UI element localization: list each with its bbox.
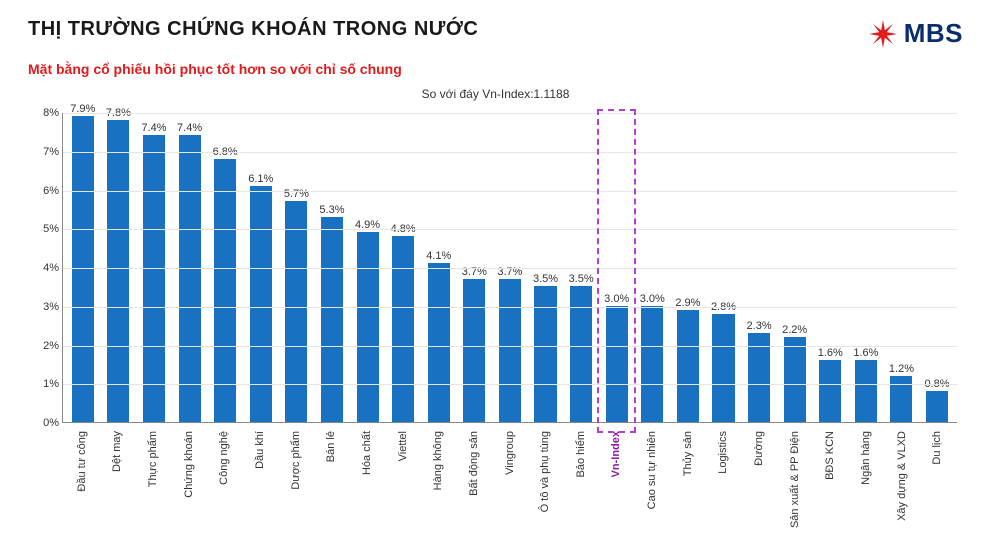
gridline: [63, 191, 957, 192]
category-label: Hàng không: [432, 431, 444, 490]
bar: [357, 232, 379, 422]
y-tick: 7%: [29, 146, 59, 158]
category-label: Xây dựng & VLXD: [896, 431, 908, 521]
category-label: Công nghệ: [218, 431, 230, 485]
bar: [107, 120, 129, 422]
category-label: Cao su tự nhiên: [646, 431, 658, 509]
category-label: Bảo hiểm: [575, 431, 587, 477]
bar-value-label: 6.1%: [248, 173, 273, 185]
bar: [784, 337, 806, 422]
bar: [499, 279, 521, 422]
bar: [855, 360, 877, 422]
category-label: Ô tô và phụ tùng: [539, 431, 551, 512]
gridline: [63, 346, 957, 347]
bar-value-label: 7.4%: [141, 122, 166, 134]
category-label: Viettel: [397, 431, 409, 461]
bar: [250, 186, 272, 422]
y-tick: 4%: [29, 262, 59, 274]
brand-text: MBS: [904, 18, 963, 49]
category-label: Bán lẻ: [325, 431, 337, 462]
bar: [890, 376, 912, 423]
bar: [214, 159, 236, 423]
gridline: [63, 268, 957, 269]
category-label: Chứng khoán: [183, 431, 195, 498]
star-icon: [868, 19, 898, 49]
bar-value-label: 3.0%: [604, 293, 629, 305]
category-label: Vingroup: [504, 431, 516, 475]
bar-value-label: 3.5%: [533, 273, 558, 285]
subtitle: Mặt bằng cổ phiếu hồi phục tốt hơn so vớ…: [28, 61, 963, 77]
bar: [606, 306, 628, 422]
bar: [712, 314, 734, 423]
gridline: [63, 229, 957, 230]
bar-value-label: 5.3%: [319, 204, 344, 216]
gridline: [63, 307, 957, 308]
category-label: Bất động sản: [468, 431, 480, 496]
category-label: Dược phẩm: [290, 431, 302, 490]
category-label: Logistics: [717, 431, 729, 474]
chart-title: So với đáy Vn-Index:1.1188: [28, 87, 963, 101]
category-label: Dầu khí: [254, 431, 266, 469]
category-label: Dệt may: [111, 431, 123, 472]
bar: [285, 201, 307, 422]
bar-value-label: 7.4%: [177, 122, 202, 134]
page-title: THỊ TRƯỜNG CHỨNG KHOÁN TRONG NƯỚC: [28, 18, 478, 41]
category-label: Thực phẩm: [147, 431, 159, 487]
bar: [819, 360, 841, 422]
y-tick: 0%: [29, 417, 59, 429]
bar-value-label: 1.6%: [853, 347, 878, 359]
bar: [926, 391, 948, 422]
bar: [428, 263, 450, 422]
category-label: Đường: [753, 431, 765, 466]
y-tick: 6%: [29, 185, 59, 197]
y-tick: 8%: [29, 107, 59, 119]
category-label: Vn-Index: [610, 431, 622, 477]
bar: [392, 236, 414, 422]
y-tick: 1%: [29, 378, 59, 390]
category-label: Ngân hàng: [860, 431, 872, 485]
bar-value-label: 3.0%: [640, 293, 665, 305]
bar: [143, 135, 165, 422]
gridline: [63, 113, 957, 114]
category-label: Du lịch: [931, 431, 943, 465]
bar-value-label: 2.3%: [747, 320, 772, 332]
bar-value-label: 1.2%: [889, 363, 914, 375]
category-label: Hóa chất: [361, 431, 373, 475]
category-label: Sản xuất & PP Điện: [789, 431, 801, 528]
bar-chart: 7.9%7.8%7.4%7.4%6.8%6.1%5.7%5.3%4.9%4.8%…: [28, 105, 963, 535]
bar-value-label: 4.1%: [426, 250, 451, 262]
category-label: Thủy sản: [682, 431, 694, 476]
bar-value-label: 2.2%: [782, 324, 807, 336]
bar: [321, 217, 343, 422]
category-label: BĐS KCN: [824, 431, 836, 480]
brand-logo: MBS: [868, 18, 963, 49]
y-tick: 5%: [29, 223, 59, 235]
bar-value-label: 3.5%: [569, 273, 594, 285]
category-label: Đầu tư công: [76, 431, 88, 492]
gridline: [63, 152, 957, 153]
y-tick: 3%: [29, 301, 59, 313]
bar: [179, 135, 201, 422]
bar: [463, 279, 485, 422]
y-tick: 2%: [29, 340, 59, 352]
bar: [641, 306, 663, 422]
bar: [677, 310, 699, 422]
bar-value-label: 1.6%: [818, 347, 843, 359]
gridline: [63, 384, 957, 385]
